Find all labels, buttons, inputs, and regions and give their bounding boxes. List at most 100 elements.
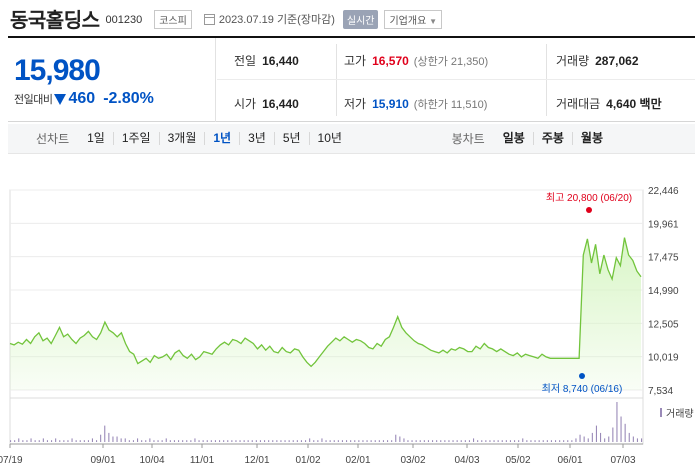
volume-bar bbox=[38, 440, 40, 442]
price-change: 전일대비 460 -2.80% bbox=[14, 90, 154, 108]
volume-bar bbox=[366, 440, 368, 442]
volume-bar bbox=[227, 440, 229, 442]
current-price: 15,980 bbox=[14, 54, 101, 87]
volume-bar bbox=[247, 440, 249, 442]
realtime-button[interactable]: 실시간 bbox=[342, 9, 379, 29]
volume-bar bbox=[124, 438, 126, 442]
stat-label: 시가 bbox=[234, 97, 257, 111]
x-tick-label: 03/02 bbox=[400, 455, 425, 466]
volume-bar bbox=[190, 440, 192, 442]
candle-chart-label: 봉차트 bbox=[451, 132, 485, 146]
candle-daily[interactable]: 일봉 bbox=[502, 131, 525, 145]
stat-label: 전일 bbox=[234, 54, 257, 68]
volume-bar bbox=[411, 440, 413, 442]
volume-bar bbox=[83, 440, 85, 442]
volume-bar bbox=[595, 425, 597, 442]
upper-limit: (상한가 21,350) bbox=[413, 56, 489, 68]
volume-bar bbox=[141, 440, 143, 442]
volume-bar bbox=[575, 438, 577, 442]
stat-label: 거래대금 bbox=[556, 97, 601, 111]
volume-bar bbox=[493, 440, 495, 442]
volume-bar bbox=[616, 402, 618, 442]
x-tick-label: 04/03 bbox=[454, 455, 479, 466]
volume-bar bbox=[112, 436, 114, 442]
current-price-panel: 15,980 전일대비 460 -2.80% bbox=[8, 38, 216, 122]
y-tick-label: 12,505 bbox=[648, 319, 679, 330]
down-arrow-icon bbox=[54, 93, 67, 105]
stat-volume: 거래량 287,062 bbox=[556, 52, 639, 69]
y-tick-label: 14,990 bbox=[648, 286, 679, 297]
stat-trading-value: 거래대금 4,640 백만 bbox=[556, 95, 662, 112]
volume-bar bbox=[464, 440, 466, 442]
volume-bar bbox=[169, 440, 171, 442]
volume-legend-label: 거래량 bbox=[666, 408, 694, 420]
volume-bar bbox=[91, 438, 93, 442]
volume-bar bbox=[538, 440, 540, 442]
volume-bar bbox=[628, 432, 630, 442]
period-3y[interactable]: 3년 bbox=[239, 132, 274, 145]
volume-bar bbox=[612, 427, 614, 442]
volume-bar bbox=[579, 434, 581, 442]
lower-limit: (하한가 11,510) bbox=[413, 99, 488, 111]
volume-bar bbox=[194, 438, 196, 442]
volume-bar bbox=[182, 440, 184, 442]
volume-bar bbox=[432, 440, 434, 442]
period-3m[interactable]: 3개월 bbox=[158, 132, 205, 145]
volume-bar bbox=[546, 440, 548, 442]
volume-bar bbox=[591, 432, 593, 442]
volume-bar bbox=[120, 438, 122, 442]
volume-bar bbox=[108, 432, 110, 442]
as-of-date: 2023.07.19 기준(장마감) bbox=[218, 14, 335, 26]
volume-bar bbox=[259, 440, 261, 442]
volume-bar bbox=[198, 440, 200, 442]
stat-value: 16,440 bbox=[262, 54, 299, 68]
stat-label: 저가 bbox=[344, 97, 367, 111]
market-badge: 코스피 bbox=[154, 9, 192, 29]
price-summary: 15,980 전일대비 460 -2.80% 전일 16,440 고가 16,5… bbox=[8, 36, 695, 122]
candle-monthly[interactable]: 월봉 bbox=[571, 132, 611, 145]
volume-bar bbox=[641, 438, 643, 442]
volume-bar bbox=[530, 440, 532, 442]
volume-bar bbox=[600, 432, 602, 442]
volume-bar bbox=[210, 440, 212, 442]
y-tick-label: 17,475 bbox=[648, 253, 679, 264]
price-chart[interactable]: 22,446 19,961 17,475 14,990 12,505 10,019 7,53… bbox=[0, 176, 695, 470]
volume-bar bbox=[522, 438, 524, 442]
candle-weekly[interactable]: 주봉 bbox=[532, 132, 572, 145]
volume-bar bbox=[485, 440, 487, 442]
volume-bar bbox=[452, 440, 454, 442]
volume-bar bbox=[477, 440, 479, 442]
period-10y[interactable]: 10년 bbox=[308, 132, 350, 145]
period-1d[interactable]: 1일 bbox=[87, 131, 105, 145]
volume-bar bbox=[514, 440, 516, 442]
volume-bar bbox=[71, 438, 73, 442]
period-1w[interactable]: 1주일 bbox=[112, 132, 159, 145]
volume-bar bbox=[460, 440, 462, 442]
volume-bar bbox=[624, 423, 626, 442]
period-5y[interactable]: 5년 bbox=[273, 132, 309, 145]
volume-bar bbox=[292, 440, 294, 442]
volume-bar bbox=[518, 440, 520, 442]
y-tick-label: 10,019 bbox=[648, 353, 679, 364]
volume-bar bbox=[333, 440, 335, 442]
volume-bar bbox=[161, 440, 163, 442]
volume-bar bbox=[59, 440, 61, 442]
volume-bar bbox=[448, 440, 450, 442]
volume-bar bbox=[567, 440, 569, 442]
volume-bar bbox=[251, 440, 253, 442]
volume-bar bbox=[305, 440, 307, 442]
volume-bar bbox=[272, 440, 274, 442]
volume-bar bbox=[608, 436, 610, 442]
volume-bar bbox=[587, 438, 589, 442]
volume-bar bbox=[309, 438, 311, 442]
period-1y[interactable]: 1년 bbox=[204, 132, 239, 145]
x-tick-label: 11/01 bbox=[190, 455, 215, 466]
company-overview-dropdown[interactable]: 기업개요 ▼ bbox=[384, 9, 442, 29]
volume-bar bbox=[350, 440, 352, 442]
volume-bar bbox=[620, 416, 622, 442]
x-tick-label: 09/01 bbox=[90, 455, 115, 466]
volume-bar bbox=[18, 438, 20, 442]
divider bbox=[217, 79, 695, 80]
volume-bar bbox=[559, 440, 561, 442]
volume-bar bbox=[370, 440, 372, 442]
